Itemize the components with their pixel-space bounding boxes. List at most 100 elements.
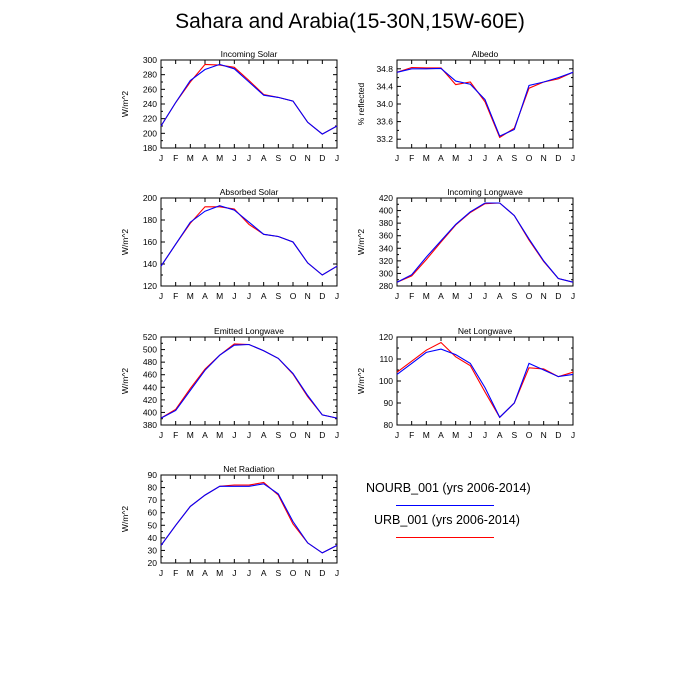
x-tick-label: O xyxy=(290,153,297,163)
x-tick-label: S xyxy=(275,291,281,301)
series-line-nourb xyxy=(396,348,574,419)
y-tick-label: 34.8 xyxy=(376,64,393,74)
y-tick-label: 200 xyxy=(143,128,157,138)
x-tick-label: J xyxy=(571,153,575,163)
y-tick-label: 180 xyxy=(143,143,157,153)
x-tick-label: N xyxy=(305,568,311,578)
x-tick-label: O xyxy=(526,153,533,163)
y-tick-label: 260 xyxy=(143,84,157,94)
series-line-nourb xyxy=(160,63,338,135)
series-line-urb xyxy=(160,63,338,135)
y-tick-label: 80 xyxy=(148,483,158,493)
x-tick-label: J xyxy=(483,153,487,163)
series-line-urb xyxy=(160,481,338,554)
x-tick-label: A xyxy=(202,568,208,578)
y-tick-label: 80 xyxy=(384,420,394,430)
y-tick-label: 50 xyxy=(148,520,158,530)
panel-title: Net Longwave xyxy=(458,326,513,336)
x-tick-label: M xyxy=(187,568,194,578)
x-tick-label: J xyxy=(335,153,339,163)
y-tick-label: 320 xyxy=(379,256,393,266)
y-tick-label: 40 xyxy=(148,533,158,543)
x-tick-label: A xyxy=(261,153,267,163)
x-tick-label: O xyxy=(526,430,533,440)
y-tick-label: 380 xyxy=(143,420,157,430)
x-tick-label: N xyxy=(305,153,311,163)
y-axis-label: W/m^2 xyxy=(356,368,366,394)
y-tick-label: 90 xyxy=(148,470,158,480)
plot-frame xyxy=(160,197,338,287)
y-tick-label: 360 xyxy=(379,231,393,241)
x-tick-label: J xyxy=(159,153,163,163)
x-tick-label: F xyxy=(173,568,178,578)
y-tick-label: 100 xyxy=(379,376,393,386)
y-axis-label: W/m^2 xyxy=(120,229,130,255)
series-line-urb xyxy=(396,202,574,283)
x-tick-label: A xyxy=(438,430,444,440)
figure-title: Sahara and Arabia(15-30N,15W-60E) xyxy=(175,10,525,33)
x-tick-label: M xyxy=(216,430,223,440)
x-tick-label: J xyxy=(335,430,339,440)
x-tick-label: F xyxy=(173,291,178,301)
x-tick-label: S xyxy=(511,430,517,440)
x-tick-label: J xyxy=(395,291,399,301)
x-tick-label: A xyxy=(438,153,444,163)
panel-title: Albedo xyxy=(472,49,499,59)
plot-frame xyxy=(160,474,338,564)
x-tick-label: J xyxy=(232,568,236,578)
x-tick-label: N xyxy=(541,430,547,440)
y-tick-label: 20 xyxy=(148,558,158,568)
x-tick-label: M xyxy=(423,430,430,440)
panel-title: Emitted Longwave xyxy=(214,326,284,336)
y-tick-label: 220 xyxy=(143,114,157,124)
panel-title: Incoming Solar xyxy=(221,49,278,59)
y-tick-label: 160 xyxy=(143,237,157,247)
y-tick-label: 60 xyxy=(148,508,158,518)
x-tick-label: F xyxy=(409,430,414,440)
y-tick-label: 420 xyxy=(143,395,157,405)
y-tick-label: 300 xyxy=(379,268,393,278)
series-line-nourb xyxy=(160,205,338,276)
x-tick-label: D xyxy=(555,430,561,440)
x-tick-label: D xyxy=(319,153,325,163)
y-axis-label: W/m^2 xyxy=(356,229,366,255)
x-tick-label: A xyxy=(261,430,267,440)
x-tick-label: S xyxy=(511,153,517,163)
x-tick-label: O xyxy=(290,430,297,440)
y-tick-label: 120 xyxy=(143,281,157,291)
x-tick-label: J xyxy=(483,291,487,301)
y-tick-label: 110 xyxy=(379,354,393,364)
y-tick-label: 33.6 xyxy=(376,117,393,127)
y-tick-label: 440 xyxy=(143,382,157,392)
y-tick-label: 340 xyxy=(379,243,393,253)
x-tick-label: D xyxy=(319,430,325,440)
x-tick-label: J xyxy=(159,430,163,440)
x-tick-label: F xyxy=(409,291,414,301)
y-tick-label: 380 xyxy=(379,218,393,228)
x-tick-label: M xyxy=(423,291,430,301)
y-tick-label: 140 xyxy=(143,259,157,269)
x-tick-label: M xyxy=(452,153,459,163)
x-tick-label: M xyxy=(452,430,459,440)
x-tick-label: J xyxy=(571,430,575,440)
x-tick-label: A xyxy=(438,291,444,301)
y-axis-label: W/m^2 xyxy=(120,506,130,532)
panel-title: Incoming Longwave xyxy=(447,187,523,197)
x-tick-label: M xyxy=(452,291,459,301)
x-tick-label: O xyxy=(526,291,533,301)
x-tick-label: J xyxy=(247,153,251,163)
y-tick-label: 180 xyxy=(143,215,157,225)
x-tick-label: A xyxy=(202,430,208,440)
x-tick-label: D xyxy=(319,568,325,578)
y-tick-label: 500 xyxy=(143,345,157,355)
x-tick-label: J xyxy=(468,153,472,163)
x-tick-label: N xyxy=(541,291,547,301)
x-tick-label: J xyxy=(159,568,163,578)
y-tick-label: 280 xyxy=(143,70,157,80)
x-tick-label: J xyxy=(247,291,251,301)
x-tick-label: F xyxy=(173,430,178,440)
